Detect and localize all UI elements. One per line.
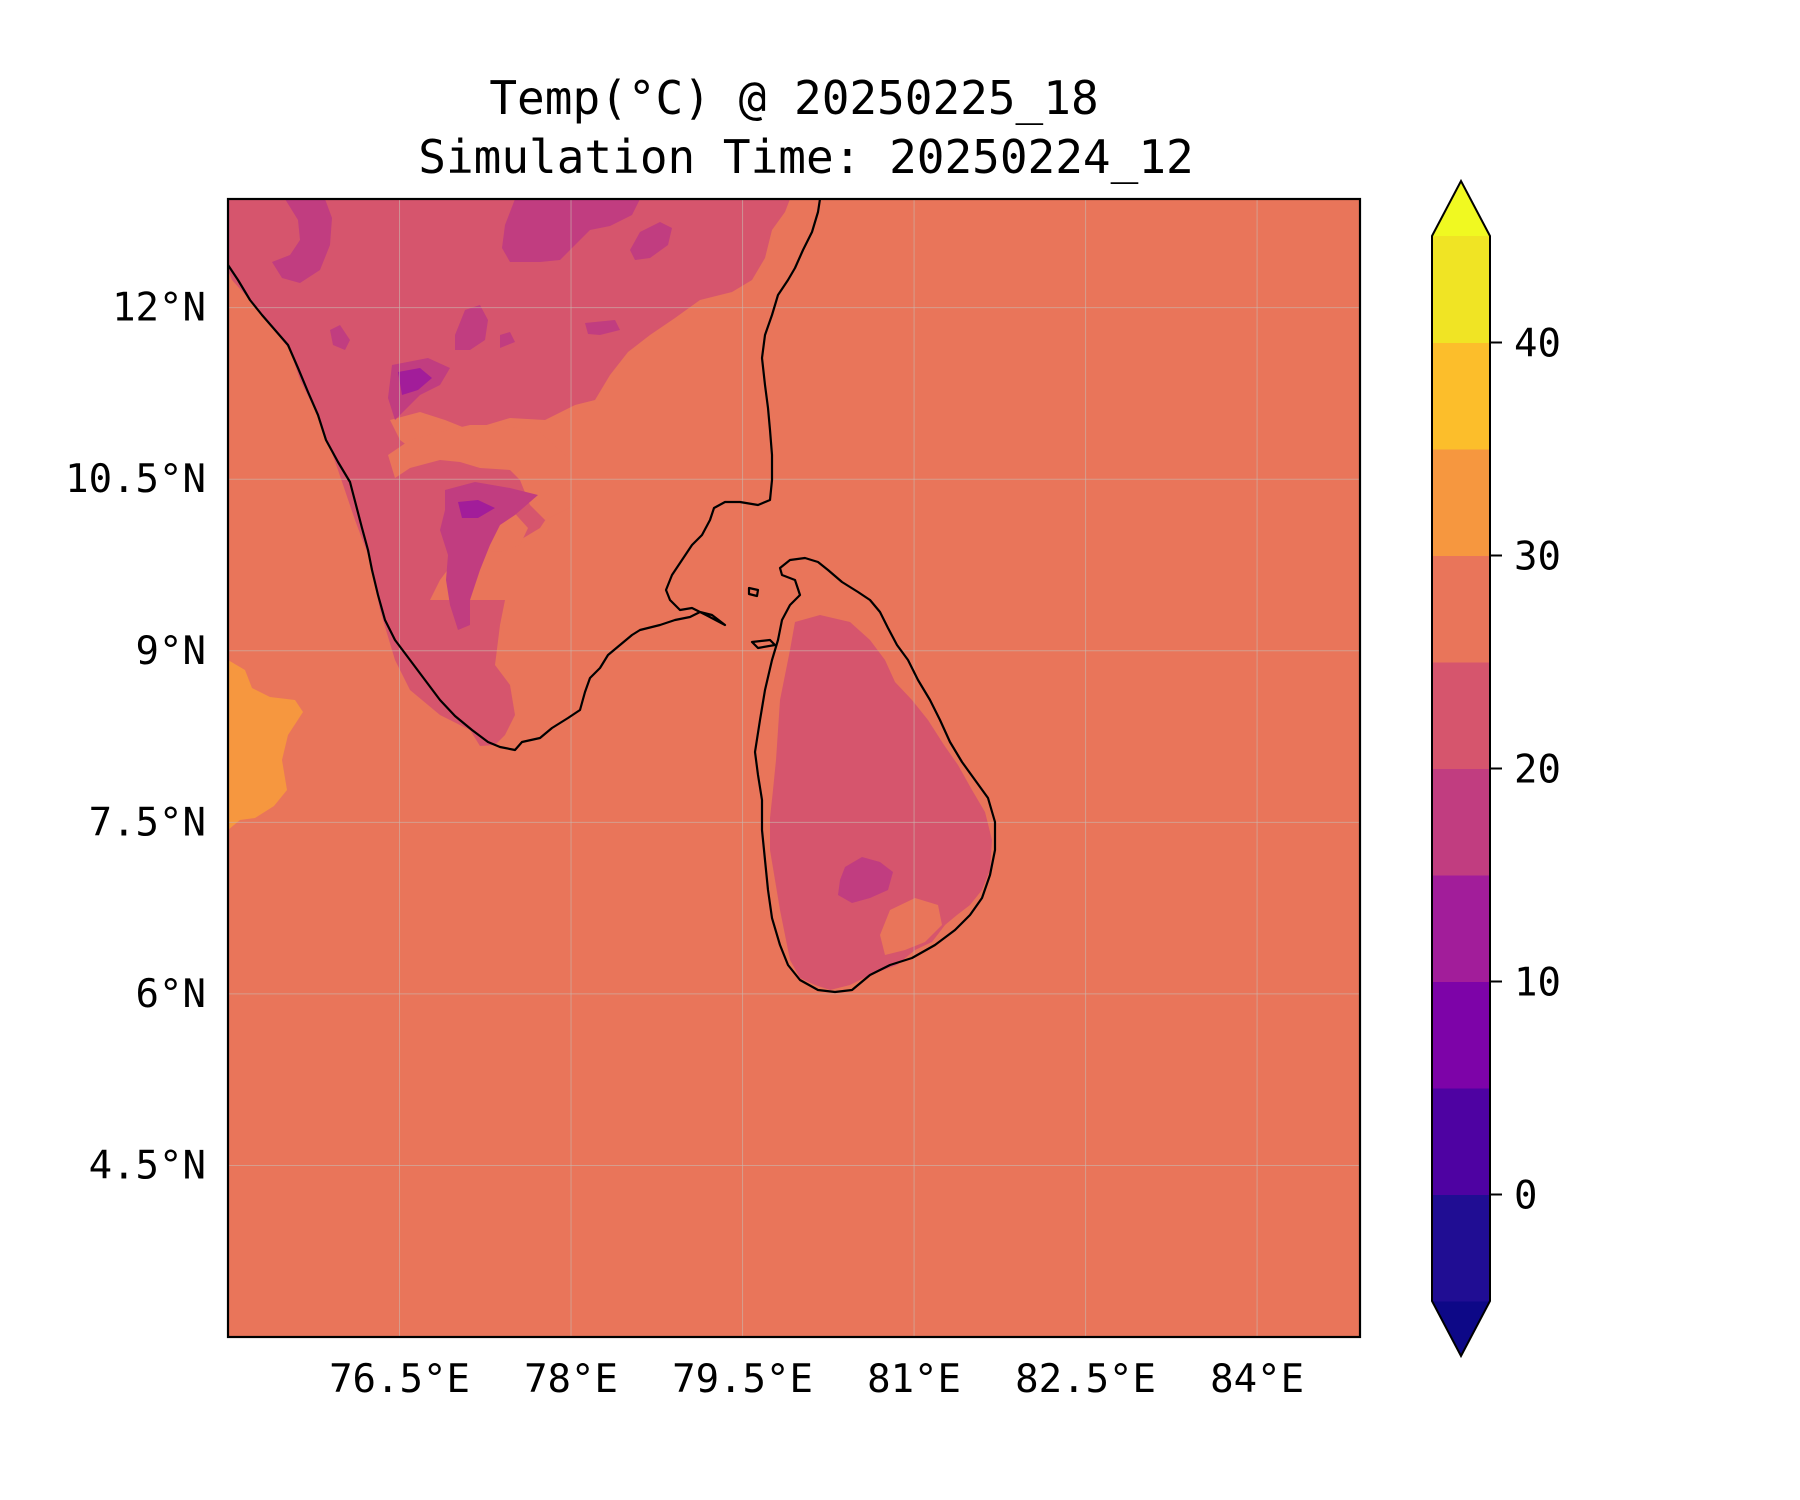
latitude-tick-label: 6°N (136, 972, 206, 1017)
highland-region (585, 320, 620, 335)
colorbar-level-swatch (1432, 768, 1490, 876)
longitude-tick-label: 79.5°E (672, 1357, 813, 1402)
island-coastline (750, 638, 777, 650)
graticule (228, 199, 1360, 1337)
warm-sea-patch (228, 660, 303, 830)
latitude-axis: 4.5°N 6°N 7.5°N 9°N 10.5°N 12°N (65, 286, 206, 1189)
island-coastline (747, 586, 760, 598)
longitude-tick-label: 82.5°E (1015, 1357, 1156, 1402)
longitude-tick-label: 84°E (1210, 1357, 1304, 1402)
india-inland-field (228, 199, 790, 746)
colorbar-tick-label: 10 (1514, 961, 1561, 1006)
colorbar-outline (1431, 178, 1491, 1359)
colorbar: 0 10 20 30 40 (1431, 178, 1561, 1359)
highland-region (500, 332, 515, 348)
latitude-tick-label: 12°N (112, 286, 206, 331)
colorbar-tick-label: 20 (1514, 748, 1561, 793)
colorbar-level-swatch (1432, 875, 1490, 982)
colorbar-level-swatch (1432, 662, 1490, 769)
colorbar-level-swatch (1432, 981, 1490, 1089)
longitude-tick-label: 81°E (867, 1357, 961, 1402)
map-title: Temp(°C) @ 20250225_18 (489, 71, 1098, 125)
map-panel (228, 199, 1360, 1337)
colorbar-level-swatch (1432, 449, 1490, 556)
sri-lanka-warm-coast (880, 898, 942, 955)
colorbar-level-swatch (1432, 555, 1490, 663)
coldest-spot (458, 500, 495, 518)
longitude-tick-label: 78°E (524, 1357, 618, 1402)
india-coastline (228, 199, 822, 752)
sri-lanka-highland (838, 857, 893, 903)
highland-region (272, 199, 332, 283)
colorbar-extend-min (1432, 1301, 1490, 1356)
colorbar-tick-label: 30 (1514, 535, 1561, 580)
highland-region (330, 325, 350, 350)
map-subtitle: Simulation Time: 20250224_12 (418, 130, 1193, 184)
colorbar-tick-label: 40 (1514, 322, 1561, 367)
highland-region (455, 305, 488, 350)
latitude-tick-label: 7.5°N (89, 800, 206, 845)
latitude-tick-label: 10.5°N (65, 457, 206, 502)
colorbar-level-swatch (1432, 236, 1490, 343)
highland-region (440, 482, 538, 630)
colorbar-extend-max (1432, 181, 1490, 236)
colorbar-level-swatch (1432, 1194, 1490, 1302)
colorbar-level-swatch (1432, 342, 1490, 450)
coldest-spot (398, 368, 432, 395)
highland-region (630, 222, 672, 260)
sri-lanka-inland-field (770, 615, 992, 990)
colorbar-level-swatch (1432, 1088, 1490, 1195)
latitude-tick-label: 9°N (136, 629, 206, 674)
longitude-axis: 76.5°E 78°E 79.5°E 81°E 82.5°E 84°E (329, 1357, 1304, 1402)
colorbar-tick-label: 0 (1514, 1174, 1537, 1219)
map-frame (226, 197, 1362, 1339)
longitude-tick-label: 76.5°E (329, 1357, 470, 1402)
sri-lanka-coastline (753, 556, 997, 994)
latitude-tick-label: 4.5°N (89, 1143, 206, 1188)
